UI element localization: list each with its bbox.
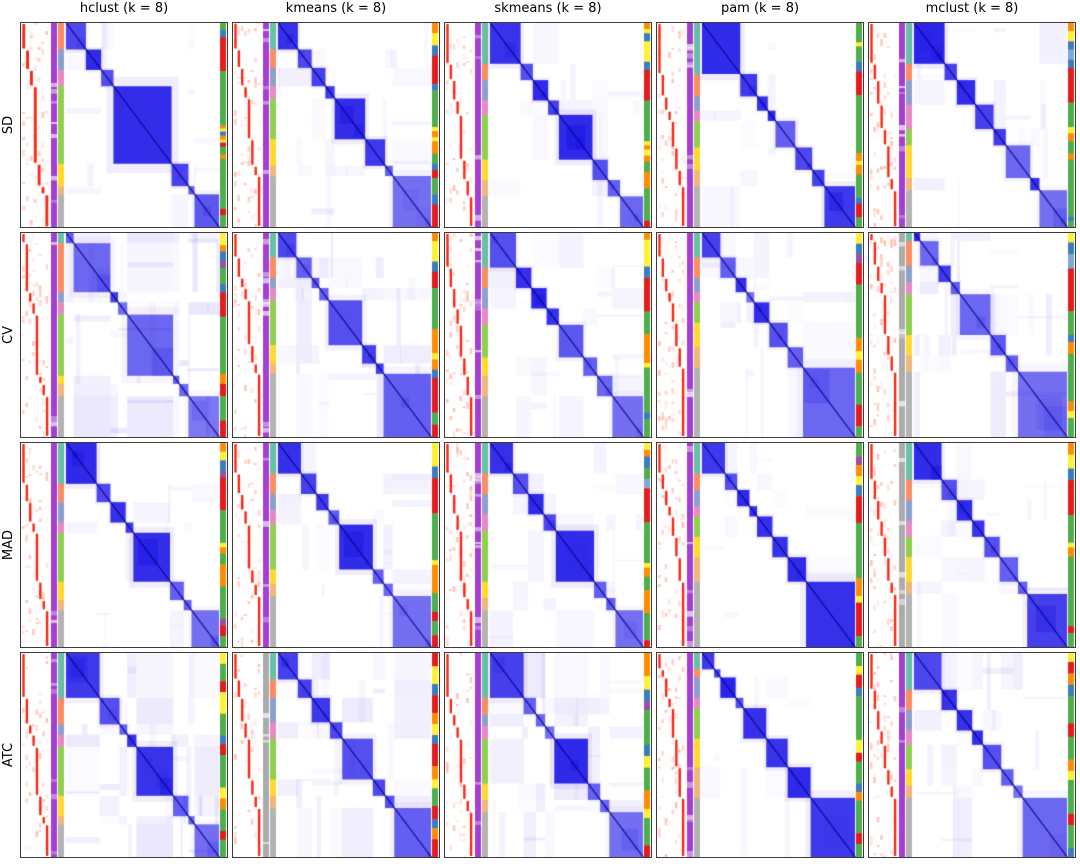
row-label-mad: MAD	[1, 529, 16, 561]
row-label-cv: CV	[1, 326, 16, 344]
panel-mad-hclust	[20, 442, 228, 648]
consensus-panel-canvas	[445, 653, 651, 857]
column-title-skmeans: skmeans (k = 8)	[494, 1, 602, 16]
panel-atc-kmeans	[232, 652, 440, 858]
panel-sd-hclust	[20, 22, 228, 228]
consensus-panel-canvas	[21, 443, 227, 647]
panel-sd-kmeans	[232, 22, 440, 228]
consensus-panel-canvas	[21, 233, 227, 437]
consensus-panel-canvas	[869, 653, 1075, 857]
consensus-panel-canvas	[233, 23, 439, 227]
panel-sd-pam	[656, 22, 864, 228]
consensus-panel-canvas	[657, 443, 863, 647]
consensus-panel-canvas	[869, 233, 1075, 437]
panel-atc-mclust	[868, 652, 1076, 858]
panel-atc-hclust	[20, 652, 228, 858]
consensus-panel-canvas	[233, 653, 439, 857]
panel-cv-pam	[656, 232, 864, 438]
consensus-panel-canvas	[657, 233, 863, 437]
consensus-panel-canvas	[233, 443, 439, 647]
panel-atc-skmeans	[444, 652, 652, 858]
column-title-pam: pam (k = 8)	[720, 1, 800, 16]
consensus-panel-canvas	[445, 23, 651, 227]
consensus-panel-canvas	[233, 233, 439, 437]
panel-mad-kmeans	[232, 442, 440, 648]
panel-atc-pam	[656, 652, 864, 858]
row-label-atc: ATC	[1, 742, 16, 768]
panel-cv-mclust	[868, 232, 1076, 438]
column-title-kmeans: kmeans (k = 8)	[285, 1, 387, 16]
consensus-panel-canvas	[657, 653, 863, 857]
panel-sd-mclust	[868, 22, 1076, 228]
consensus-panel-canvas	[869, 23, 1075, 227]
panel-mad-mclust	[868, 442, 1076, 648]
panel-cv-skmeans	[444, 232, 652, 438]
consensus-panel-canvas	[445, 443, 651, 647]
row-label-sd: SD	[1, 115, 16, 135]
column-title-hclust: hclust (k = 8)	[79, 1, 169, 16]
consensus-panel-canvas	[21, 23, 227, 227]
consensus-panel-canvas	[869, 443, 1075, 647]
panel-cv-kmeans	[232, 232, 440, 438]
panel-mad-pam	[656, 442, 864, 648]
consensus-panel-canvas	[657, 23, 863, 227]
column-title-mclust: mclust (k = 8)	[925, 1, 1019, 16]
consensus-panel-canvas	[445, 233, 651, 437]
consensus-panel-canvas	[21, 653, 227, 857]
panel-sd-skmeans	[444, 22, 652, 228]
panel-mad-skmeans	[444, 442, 652, 648]
panel-cv-hclust	[20, 232, 228, 438]
